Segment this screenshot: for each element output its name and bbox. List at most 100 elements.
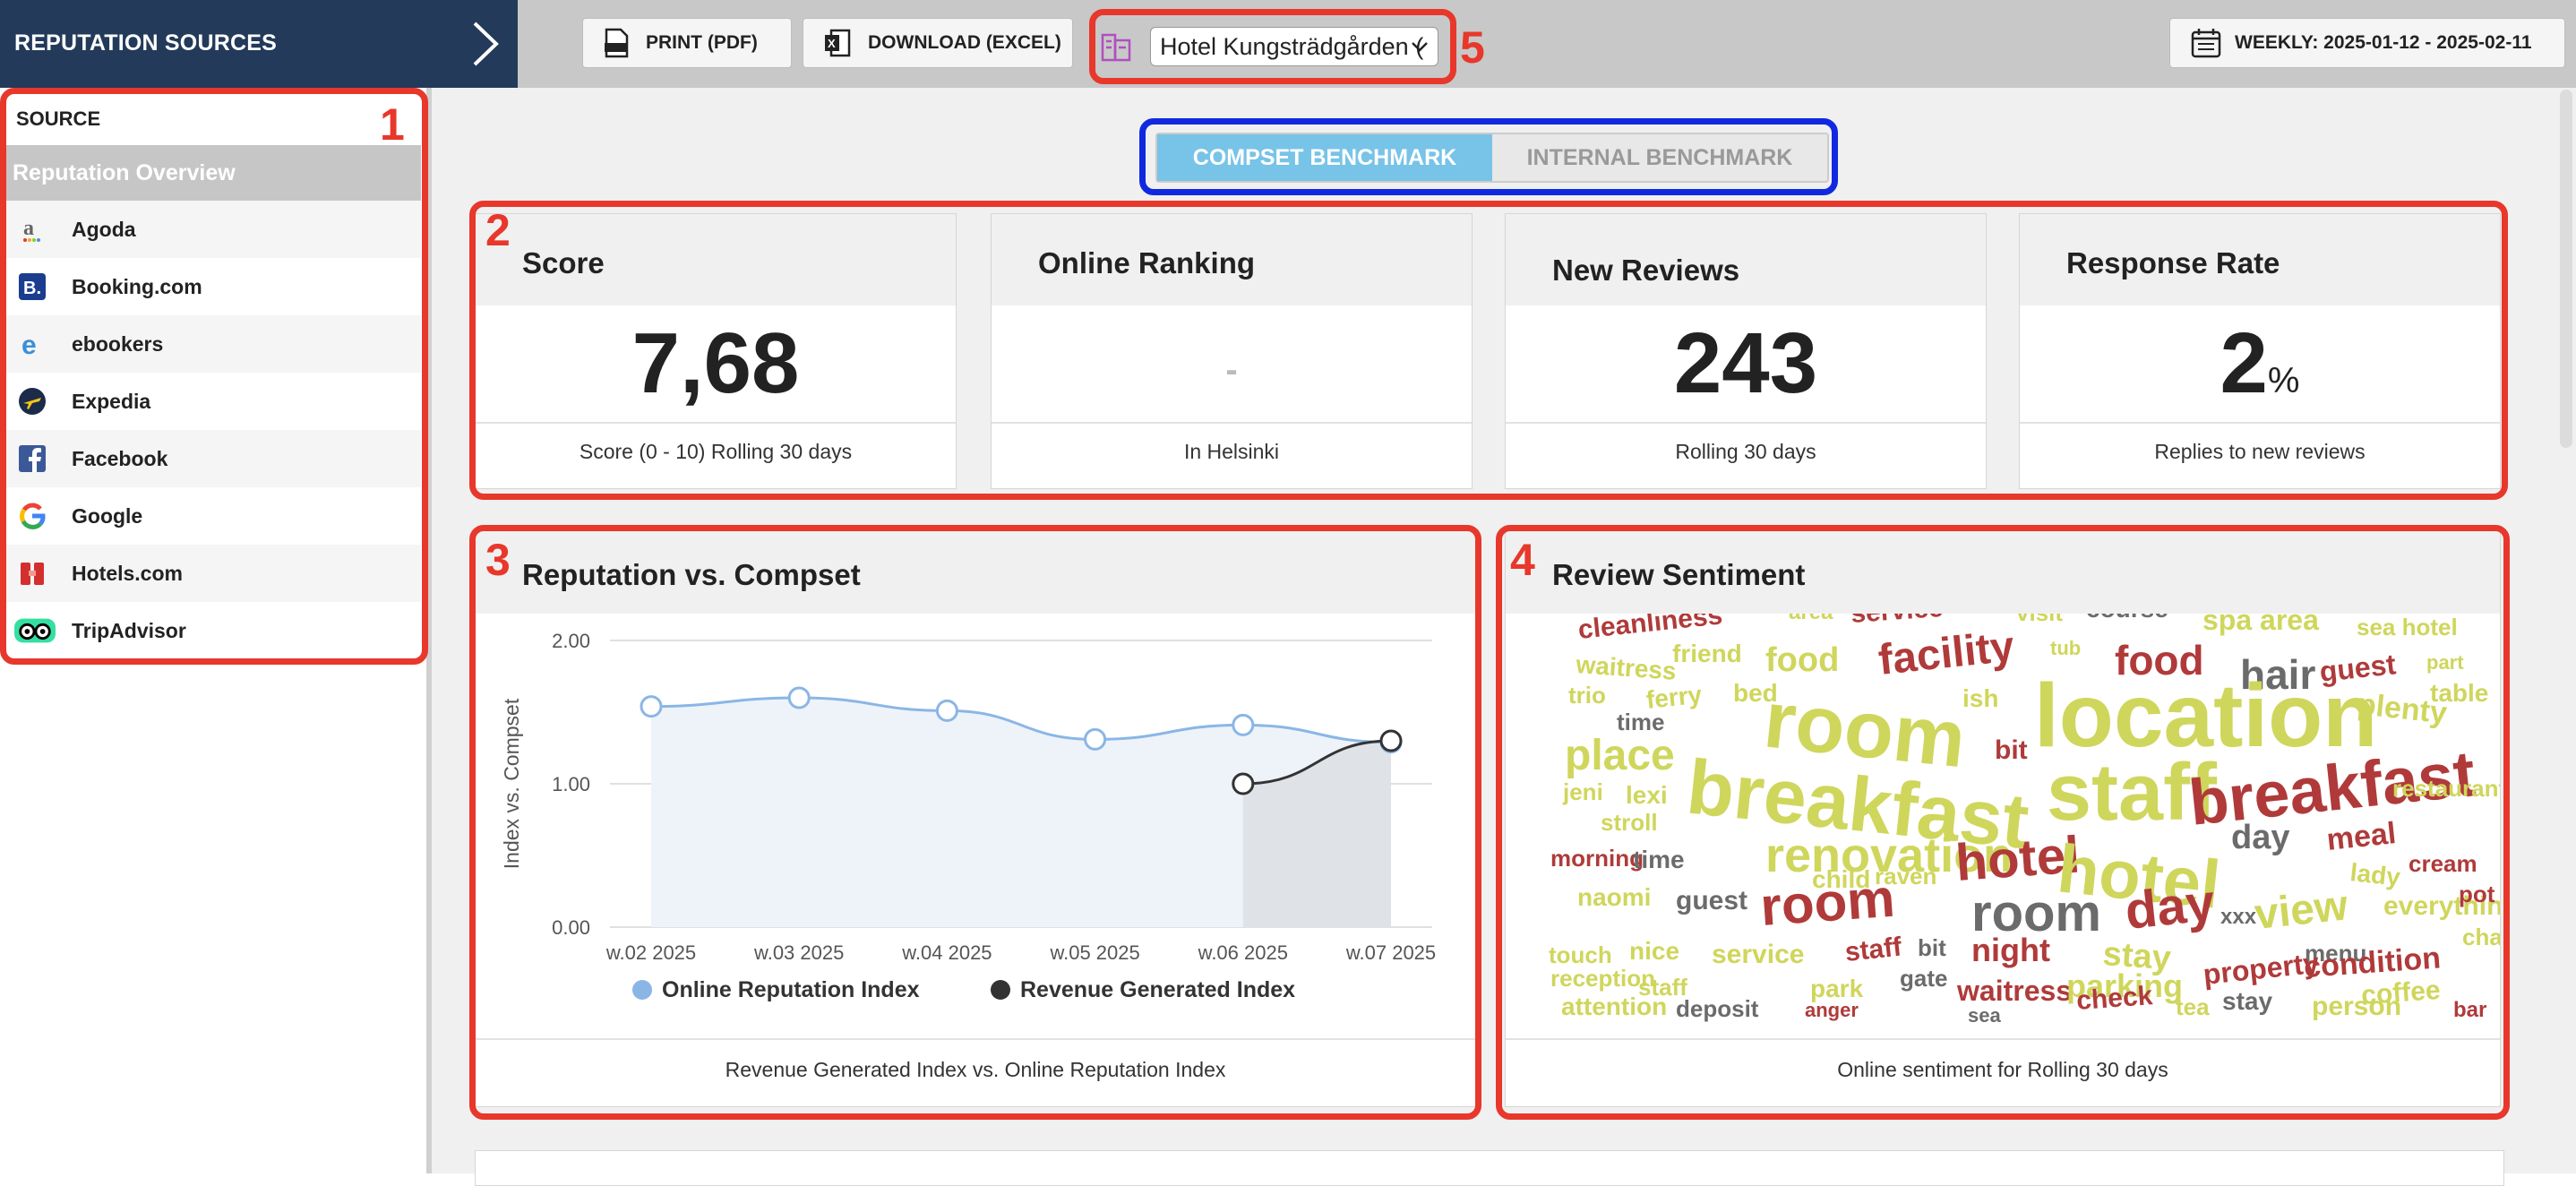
sidebar-item-reputation-overview[interactable]: Reputation Overview xyxy=(5,145,421,201)
sidebar-item-label: Google xyxy=(72,504,143,528)
word-cloud-word: guest xyxy=(1676,886,1747,915)
word-cloud-word: bar xyxy=(2453,998,2486,1022)
kpi-value: 7,68 xyxy=(631,315,800,411)
y-tick-label: 1.00 xyxy=(552,773,590,795)
response-rate-number: 2 xyxy=(2220,315,2268,411)
sidebar-item-ebookers[interactable]: e ebookers xyxy=(5,315,421,373)
sidebar-item-tripadvisor[interactable]: TripAdvisor xyxy=(5,602,421,659)
kpi-value: - xyxy=(1225,350,1238,390)
word-cloud-word: renovation xyxy=(1765,829,2013,882)
hotel-select-value: Hotel Kungsträdgården ( xyxy=(1160,33,1424,60)
sidebar-item-label: Facebook xyxy=(72,447,168,470)
data-point-online-reputation xyxy=(935,699,958,722)
review-sentiment-panel: Review Sentiment cleanlinessareaservicev… xyxy=(1505,530,2501,1107)
annotation-box-2 xyxy=(469,201,2508,500)
word-cloud-word: pot xyxy=(2459,881,2495,907)
hotel-select[interactable]: Hotel Kungsträdgården ( xyxy=(1150,27,1438,66)
sidebar-item-hotels[interactable]: Hotels.com xyxy=(5,545,421,602)
kpi-header: New Reviews xyxy=(1506,214,1986,305)
annotation-box-4 xyxy=(1496,525,2510,1120)
sidebar-item-expedia[interactable]: Expedia xyxy=(5,373,421,430)
word-cloud-word: attention xyxy=(1561,993,1667,1020)
word-cloud-word: table xyxy=(2430,679,2488,707)
date-range-button[interactable]: WEEKLY: 2025-01-12 - 2025-02-11 xyxy=(2169,18,2565,68)
booking-icon: B. xyxy=(19,273,46,300)
word-cloud-word: location xyxy=(2034,666,2377,766)
kpi-header: Online Ranking xyxy=(992,214,1472,305)
chevron-down-icon xyxy=(1412,42,1428,52)
word-cloud-word: reception xyxy=(1550,965,1655,992)
sidebar-item-agoda[interactable]: a Agoda xyxy=(5,201,421,258)
sidebar-header: REPUTATION SOURCES xyxy=(0,0,518,88)
series-area-revenue-generated xyxy=(1242,741,1391,927)
word-cloud-word: sea hotel xyxy=(2357,614,2458,640)
word-cloud-word: nice xyxy=(1629,937,1679,965)
sidebar-item-facebook[interactable]: Facebook xyxy=(5,430,421,487)
ebookers-icon: e xyxy=(21,331,37,358)
chevron-right-icon[interactable] xyxy=(466,20,502,68)
word-cloud-word: chair xyxy=(2462,924,2500,950)
kpi-card-new-reviews: New Reviews 243 Rolling 30 days xyxy=(1505,213,1987,489)
kpi-value: 2% xyxy=(2020,314,2500,413)
word-cloud-word: xxx xyxy=(2220,905,2257,929)
download-excel-button[interactable]: X DOWNLOAD (EXCEL) xyxy=(803,18,1073,68)
series-area-online-reputation xyxy=(651,698,1391,927)
word-cloud-word: lady xyxy=(2348,858,2401,891)
legend-marker-online-reputation xyxy=(632,980,652,1000)
word-cloud-word: touch xyxy=(1549,941,1612,968)
data-point-revenue-generated xyxy=(1232,772,1255,795)
download-excel-label: DOWNLOAD (EXCEL) xyxy=(868,32,1061,53)
panel-title: Review Sentiment xyxy=(1552,558,1806,591)
divider xyxy=(1506,1038,2500,1040)
sidebar-item-google[interactable]: Google xyxy=(5,487,421,545)
annotation-box-3 xyxy=(469,525,1481,1120)
sidebar-item-label: Expedia xyxy=(72,390,151,413)
word-cloud-word: day xyxy=(2231,819,2289,856)
sidebar-item-label: Hotels.com xyxy=(72,562,183,585)
word-cloud-word: day xyxy=(2123,873,2218,941)
legend-marker-revenue-generated xyxy=(991,980,1010,1000)
tab-compset-benchmark[interactable]: COMPSET BENCHMARK xyxy=(1157,134,1492,181)
print-pdf-button[interactable]: PRINT (PDF) xyxy=(582,18,792,68)
series-line-revenue-generated xyxy=(1242,739,1392,786)
kpi-title: Score xyxy=(522,246,605,279)
word-cloud-word: anger xyxy=(1805,999,1859,1021)
kpi-card-online-ranking: Online Ranking - In Helsinki xyxy=(991,213,1473,489)
word-cloud-word: friend xyxy=(1672,640,1742,667)
divider xyxy=(992,422,1472,424)
expedia-icon xyxy=(19,388,46,415)
x-tick-label: w.05 2025 xyxy=(1049,941,1139,964)
data-point-revenue-generated xyxy=(1379,729,1403,752)
sidebar-item-booking[interactable]: B. Booking.com xyxy=(5,258,421,315)
word-cloud-word: jeni xyxy=(1562,778,1603,805)
bottom-card xyxy=(475,1150,2504,1186)
sidebar-item-label: Agoda xyxy=(72,218,136,241)
svg-text:e: e xyxy=(21,331,37,358)
word-cloud-word: staff xyxy=(1638,974,1687,1001)
divider xyxy=(1506,422,1986,424)
legend-label-revenue-generated: Revenue Generated Index xyxy=(1020,977,1295,1002)
word-cloud-word: view xyxy=(2253,881,2351,939)
tab-internal-benchmark[interactable]: INTERNAL BENCHMARK xyxy=(1526,145,1793,170)
word-cloud: cleanlinessareaservicevisitcoursespa are… xyxy=(1549,614,2500,1027)
word-cloud-word: stay xyxy=(2101,935,2172,977)
word-cloud-word: naomi xyxy=(1577,883,1651,911)
x-tick-label: w.06 2025 xyxy=(1198,941,1288,964)
legend-label-online-reputation: Online Reputation Index xyxy=(662,977,920,1002)
hotels-icon xyxy=(21,563,44,585)
x-tick-label: w.04 2025 xyxy=(901,941,992,964)
facebook-icon xyxy=(19,445,46,472)
svg-text:B.: B. xyxy=(23,279,41,298)
word-cloud-word: staff xyxy=(1843,932,1903,967)
y-axis-label: Index vs. Compset xyxy=(500,698,523,869)
annotation-number-1: 1 xyxy=(380,99,405,150)
word-cloud-word: lexi xyxy=(1626,781,1668,809)
word-cloud-word: ish xyxy=(1962,684,1998,712)
print-pdf-label: PRINT (PDF) xyxy=(646,32,758,53)
scrollbar[interactable] xyxy=(2560,90,2572,448)
pdf-icon xyxy=(605,28,629,58)
word-cloud-word: child xyxy=(1812,865,1870,893)
kpi-title: Response Rate xyxy=(2066,246,2280,279)
source-label: SOURCE xyxy=(16,107,101,130)
data-point-online-reputation xyxy=(787,686,811,709)
